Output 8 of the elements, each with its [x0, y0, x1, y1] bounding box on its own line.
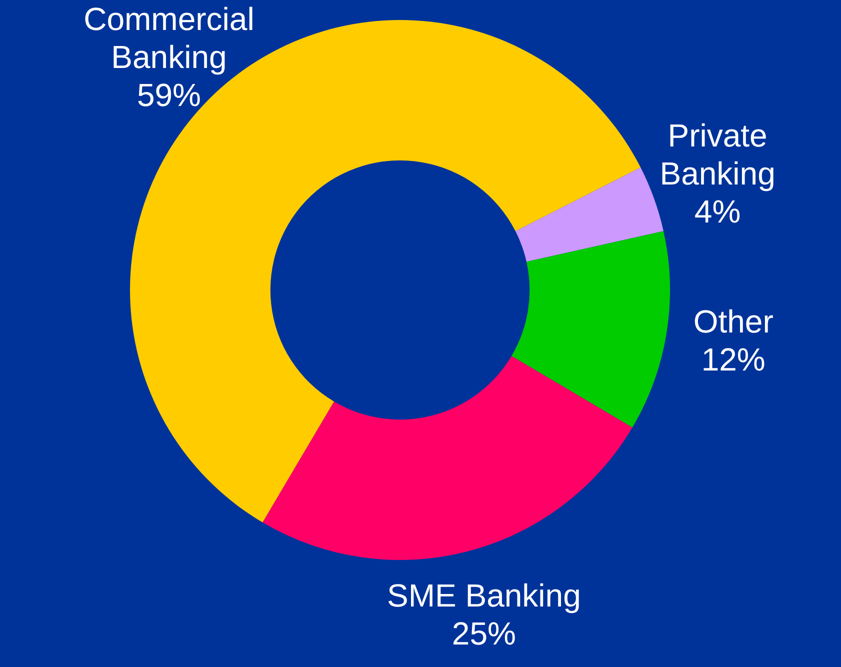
slice-label: SME Banking: [386, 578, 581, 614]
slice-label: Commercial Banking: [84, 0, 254, 75]
data-label: 59%: [136, 76, 201, 113]
data-label: 12%: [701, 342, 766, 378]
data-label: 25%: [452, 616, 516, 652]
slice-label: Other: [693, 304, 774, 340]
slice-label: Private Banking: [660, 118, 776, 192]
data-label: 4%: [694, 194, 741, 230]
